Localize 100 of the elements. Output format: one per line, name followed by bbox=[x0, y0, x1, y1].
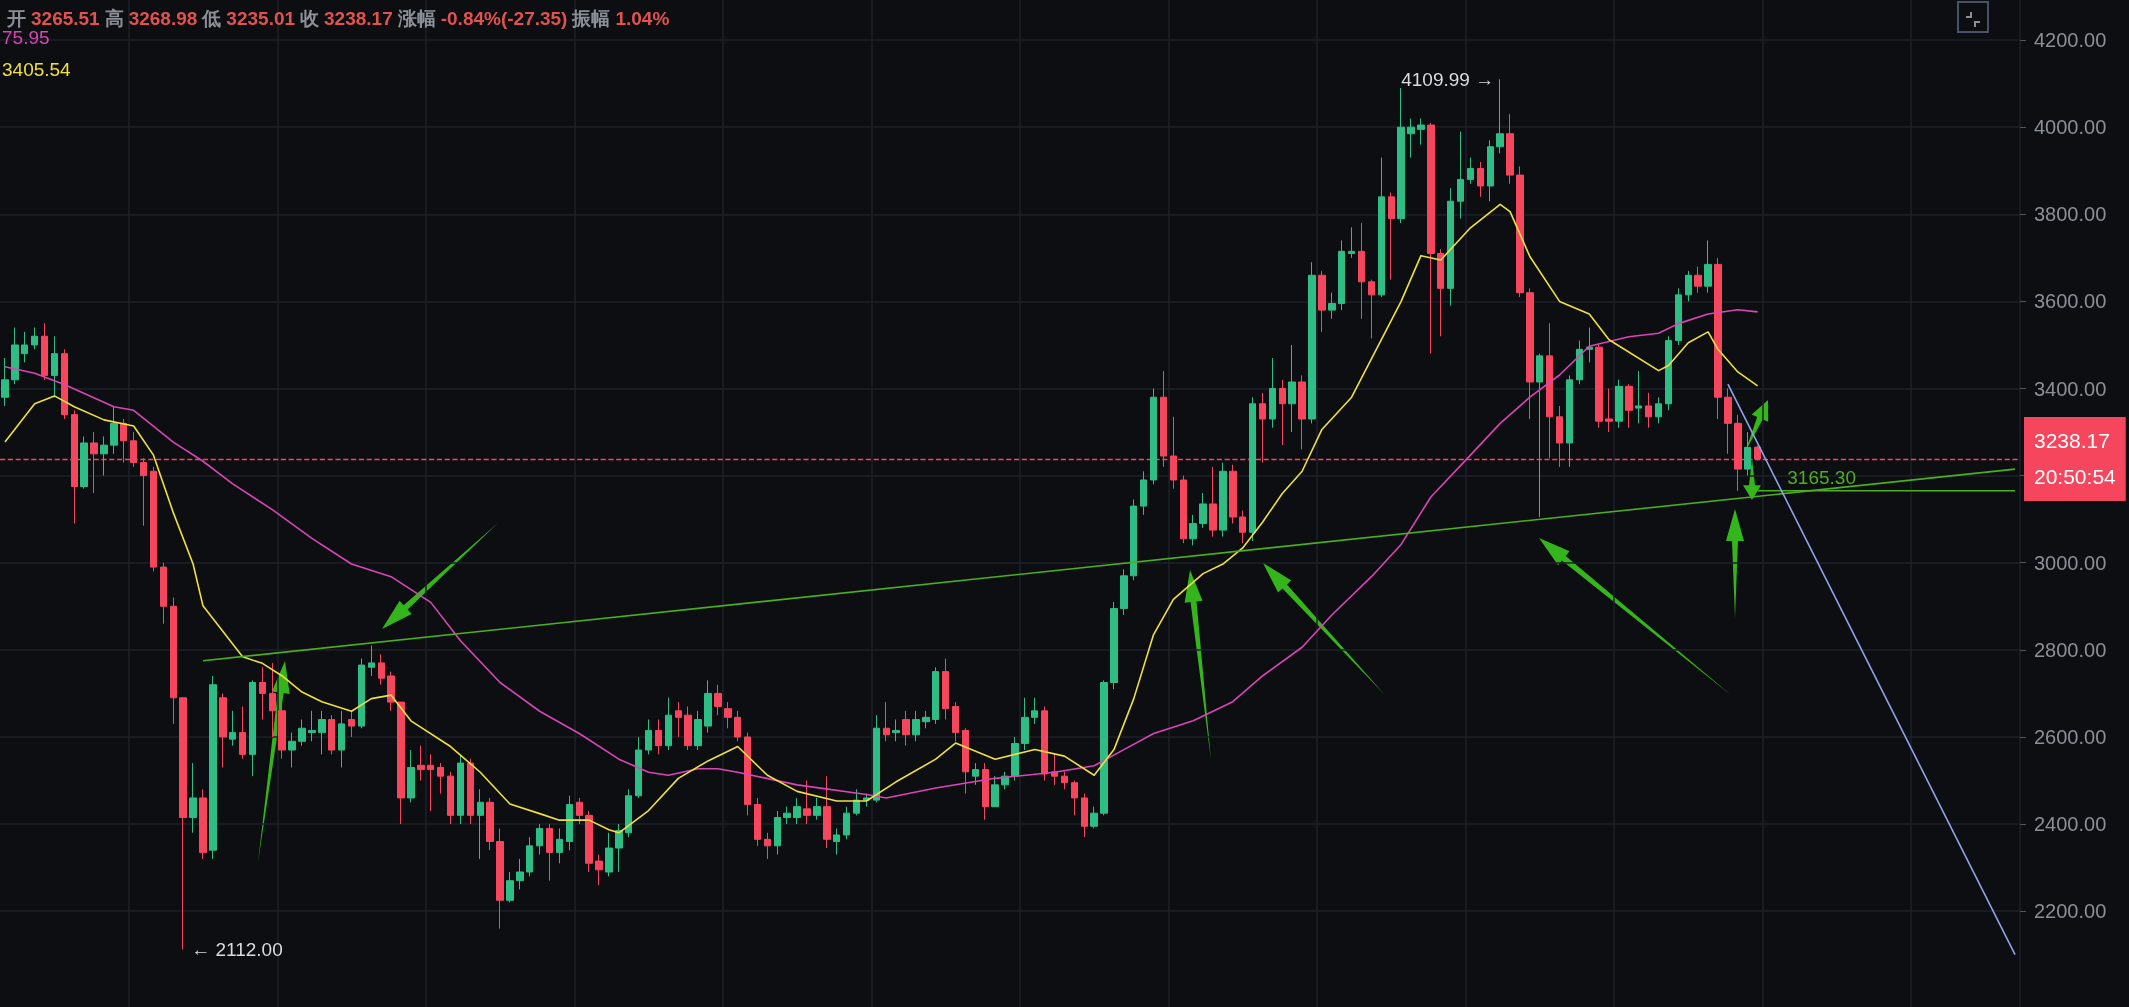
candlestick bbox=[179, 697, 187, 951]
candlestick bbox=[1071, 780, 1078, 816]
y-tick-label: 3400.00 bbox=[2034, 377, 2107, 400]
candlestick bbox=[1328, 292, 1336, 320]
candlestick bbox=[318, 710, 326, 755]
candlestick bbox=[31, 327, 38, 350]
annotation: 3165.30 bbox=[1787, 466, 1856, 488]
candlestick bbox=[526, 836, 533, 877]
candlestick bbox=[734, 710, 741, 742]
candlestick bbox=[962, 727, 969, 795]
candlestick bbox=[328, 714, 335, 755]
y-tick-label: 2800.00 bbox=[2034, 638, 2107, 661]
candlestick bbox=[1150, 388, 1157, 485]
candlestick bbox=[477, 788, 484, 860]
candlestick bbox=[1021, 697, 1029, 751]
candlestick bbox=[1457, 131, 1464, 220]
candlestick bbox=[675, 701, 682, 738]
candlestick bbox=[1388, 192, 1395, 281]
candlestick bbox=[774, 810, 781, 856]
candlestick bbox=[467, 758, 474, 825]
candlestick bbox=[714, 684, 722, 716]
y-tick-label: 2400.00 bbox=[2034, 813, 2107, 836]
candlestick bbox=[902, 710, 910, 747]
candlestick bbox=[269, 662, 276, 738]
candlestick bbox=[387, 671, 395, 712]
candlestick bbox=[1675, 287, 1682, 346]
candlestick bbox=[1378, 157, 1385, 298]
candlestick bbox=[516, 858, 524, 890]
candlestick bbox=[1704, 239, 1712, 294]
candlestick bbox=[1724, 388, 1732, 455]
candlestick bbox=[368, 644, 375, 677]
candlestick bbox=[1516, 165, 1524, 298]
candlestick bbox=[1655, 396, 1662, 424]
candlestick bbox=[892, 719, 900, 742]
line-series bbox=[4, 203, 1759, 834]
candlestick bbox=[1239, 509, 1246, 544]
candlestick bbox=[447, 771, 454, 825]
candlestick bbox=[1576, 340, 1583, 385]
candlestick bbox=[61, 348, 68, 420]
candlestick bbox=[80, 435, 88, 490]
candlestick bbox=[1397, 87, 1405, 224]
candlestick bbox=[1645, 392, 1652, 429]
candlestick bbox=[506, 871, 514, 903]
candlestick bbox=[110, 405, 118, 455]
candlestick bbox=[912, 710, 920, 742]
candlestick bbox=[308, 710, 316, 742]
candlestick bbox=[576, 797, 583, 825]
y-tick-label: 3600.00 bbox=[2034, 290, 2107, 313]
candlestick bbox=[1506, 113, 1514, 185]
candlestick bbox=[823, 775, 831, 849]
candlestick bbox=[189, 762, 197, 834]
candlestick bbox=[536, 823, 543, 856]
candlestick bbox=[100, 435, 108, 477]
candlestick bbox=[833, 827, 840, 856]
candlestick bbox=[298, 719, 306, 747]
candlestick bbox=[1714, 257, 1722, 420]
candlestick bbox=[1536, 353, 1543, 518]
candlestick bbox=[1754, 445, 1761, 461]
candlestick bbox=[259, 666, 266, 721]
candlestick bbox=[694, 710, 702, 751]
candlestick bbox=[1279, 379, 1286, 446]
candlestick bbox=[1487, 139, 1494, 202]
candlestick bbox=[1685, 270, 1692, 302]
candlestick bbox=[1140, 470, 1147, 516]
candlestick bbox=[1348, 226, 1355, 259]
candlestick bbox=[873, 714, 880, 803]
candlestick bbox=[1288, 344, 1296, 433]
candlestick bbox=[378, 653, 385, 686]
line-series bbox=[4, 308, 1759, 799]
candlestick bbox=[1615, 379, 1623, 429]
candlestick bbox=[417, 745, 425, 782]
candlestick bbox=[1338, 239, 1345, 311]
candlestick bbox=[843, 806, 850, 840]
candlestick bbox=[1110, 601, 1118, 690]
candlestick bbox=[486, 797, 494, 851]
candlestick bbox=[397, 701, 405, 825]
candlestick bbox=[1318, 270, 1326, 333]
candlestick bbox=[11, 327, 19, 385]
candlestick bbox=[41, 322, 48, 381]
candlestick bbox=[219, 692, 227, 768]
candlestick bbox=[1665, 335, 1672, 411]
candlestick bbox=[51, 335, 58, 398]
candlestick bbox=[1595, 344, 1603, 429]
candlestick bbox=[496, 827, 504, 930]
candlestick bbox=[338, 710, 345, 768]
candlestick bbox=[585, 810, 593, 873]
candlestick bbox=[655, 719, 662, 755]
candlestick bbox=[1694, 266, 1702, 294]
candlestick bbox=[615, 823, 623, 873]
y-tick-label: 2200.00 bbox=[2034, 900, 2107, 923]
candlestick bbox=[991, 775, 999, 808]
candlestick bbox=[684, 705, 692, 751]
candlestick bbox=[1249, 396, 1256, 542]
candlestick bbox=[972, 762, 979, 786]
candlestick bbox=[645, 719, 652, 755]
y-tick-label: 4000.00 bbox=[2034, 116, 2107, 139]
ref-line-label: 3238.17 20:50:54 bbox=[2034, 429, 2117, 489]
candlestick bbox=[1209, 466, 1217, 538]
y-tick-label: 2600.00 bbox=[2034, 725, 2107, 748]
candlestick bbox=[566, 795, 573, 851]
